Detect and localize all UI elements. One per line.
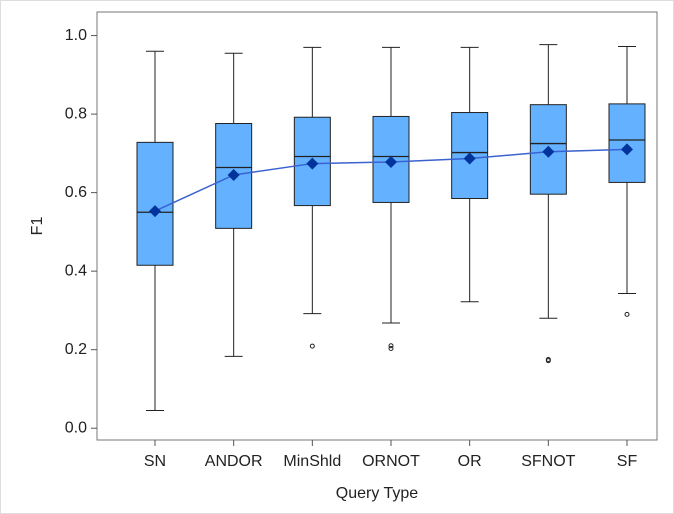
mean-marker: [227, 168, 240, 181]
outlier: [388, 343, 394, 349]
y-axis-label: F1: [29, 217, 46, 236]
x-tick-label: OR: [458, 453, 482, 470]
x-tick-label: ANDOR: [205, 453, 263, 470]
y-tick-label: 0.4: [65, 262, 87, 279]
outlier: [624, 311, 630, 317]
x-axis-label: Query Type: [336, 485, 419, 502]
y-tick-label: 0.8: [65, 105, 87, 122]
y-tick-label: 0.2: [65, 341, 87, 358]
x-tick-label: SF: [617, 453, 638, 470]
box: [136, 141, 174, 266]
y-tick-label: 1.0: [65, 27, 87, 44]
y-tick-label: 0.0: [65, 419, 87, 436]
mean-marker: [542, 145, 555, 158]
x-tick-label: MinShld: [283, 453, 341, 470]
x-tick-label: SN: [144, 453, 166, 470]
x-tick-label: SFNOT: [521, 453, 575, 470]
mean-marker: [306, 157, 319, 170]
mean-marker: [149, 205, 161, 218]
mean-marker: [385, 155, 397, 168]
y-tick-label: 0.6: [65, 184, 87, 201]
mean-marker: [463, 152, 476, 165]
outlier: [545, 358, 551, 364]
box: [451, 112, 489, 200]
outlier: [388, 346, 394, 352]
outlier: [309, 343, 315, 349]
plot-frame: [96, 11, 658, 441]
box: [608, 103, 646, 183]
x-tick-label: ORNOT: [362, 453, 420, 470]
mean-marker: [621, 143, 633, 156]
